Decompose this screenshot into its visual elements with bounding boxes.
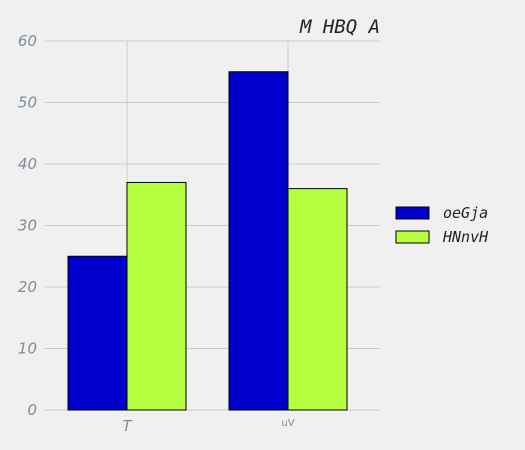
bar-HNnvH-T — [126, 181, 187, 411]
y-tick-label: 0 — [27, 401, 37, 419]
y-tick-label: 10 — [18, 340, 37, 358]
legend-swatch — [395, 230, 430, 244]
y-tick-label: 30 — [18, 217, 37, 235]
x-tick-label: uV — [281, 418, 294, 429]
legend-label: HNnvH — [442, 228, 489, 246]
y-axis: 0 10 20 30 40 50 60 — [18, 32, 37, 419]
y-tick-label: 50 — [18, 94, 37, 112]
legend-label: oeGja — [443, 204, 488, 222]
y-tick-label: 60 — [18, 32, 37, 50]
bars-layer — [67, 71, 348, 411]
bar-oeGja-uV — [228, 71, 289, 411]
bar-oeGja-T — [67, 255, 128, 411]
bar-HNnvH-uV — [287, 188, 348, 411]
y-tick-label: 20 — [18, 278, 37, 296]
chart-title: M HBQ A — [299, 16, 380, 38]
x-tick-label: T — [122, 417, 133, 435]
legend: oeGja HNnvH — [395, 204, 489, 246]
y-tick-label: 40 — [18, 155, 37, 173]
legend-swatch — [395, 206, 430, 220]
